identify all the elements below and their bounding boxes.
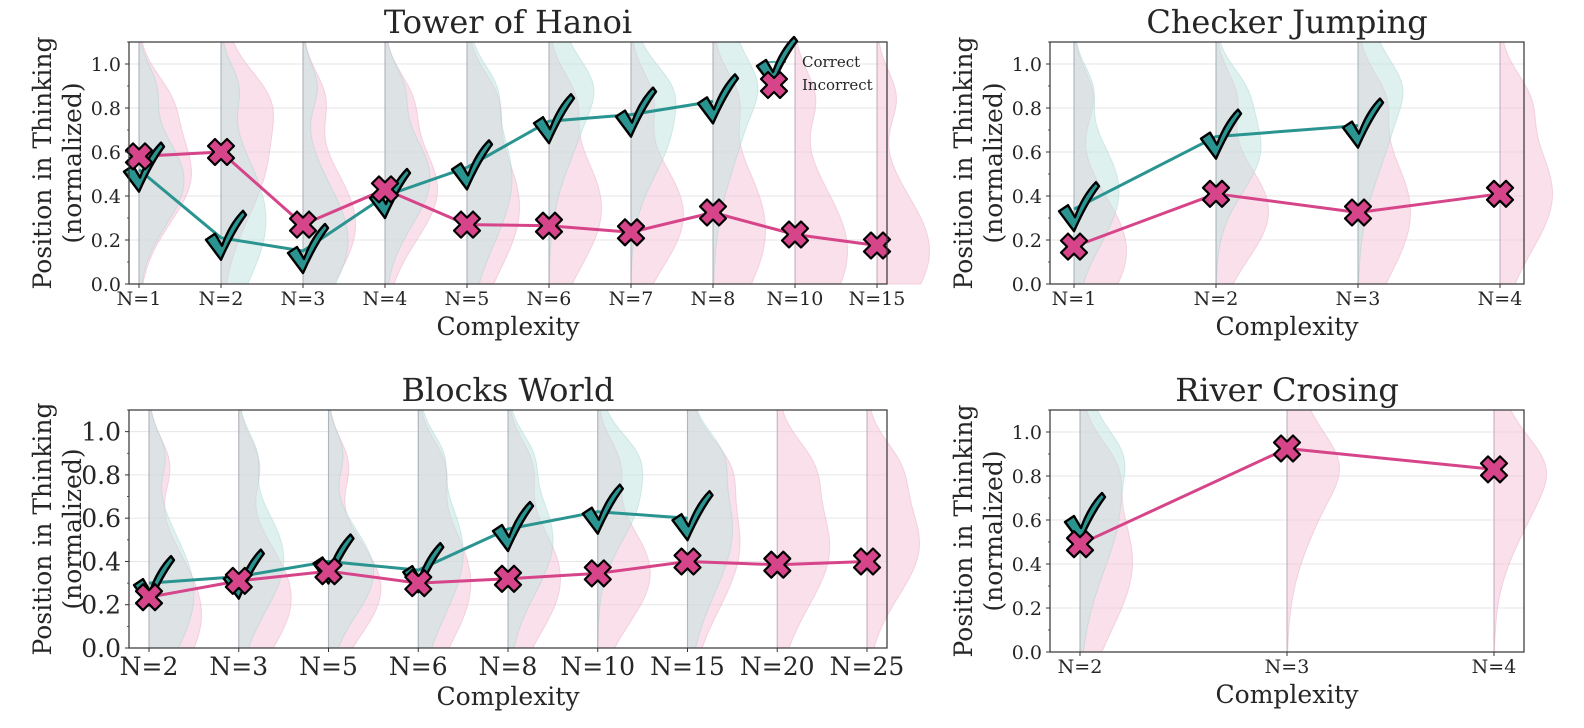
y-tick-label: 0.4 (81, 547, 121, 576)
x-tick-label: N=10 (560, 652, 635, 681)
violin-correct (507, 409, 554, 649)
series-line-incorrect (1073, 192, 1501, 249)
axes-frame (128, 41, 888, 285)
x-axis-label: Complexity (437, 682, 581, 711)
violin-correct (328, 409, 374, 649)
violin-correct (1073, 41, 1120, 285)
x-axis-label: Complexity (437, 312, 581, 341)
violin-correct (138, 41, 185, 285)
y-axis-label: Position in Thinking(normalized) (949, 405, 1008, 658)
x-tick-label: N=3 (281, 288, 326, 310)
y-tick-label: 0.4 (91, 186, 121, 208)
legend-correct-label: Correct (802, 53, 860, 71)
x-tick-label: N=3 (209, 652, 268, 681)
y-tick-label: 0.6 (91, 142, 121, 164)
y-tick-label: 1.0 (91, 54, 121, 76)
y-tick-label: 1.0 (1012, 422, 1042, 444)
chart-title: Blocks World (402, 371, 615, 409)
y-tick-label: 0.6 (1012, 510, 1042, 532)
y-tick-label: 0.6 (1012, 142, 1042, 164)
y-tick-label: 0.8 (1012, 466, 1042, 488)
y-tick-label: 0.2 (91, 230, 121, 252)
y-tick-label: 0.0 (81, 634, 121, 663)
y-tick-label: 0.0 (91, 274, 121, 296)
x-tick-label: N=4 (363, 288, 408, 310)
y-axis-label: Position in Thinking(normalized) (28, 37, 87, 290)
series-line-correct (1073, 124, 1359, 211)
x-tick-label: N=5 (445, 288, 490, 310)
x-tick-label: N=20 (740, 652, 815, 681)
x-axis-label: Complexity (1216, 680, 1360, 709)
x-tick-label: N=2 (199, 288, 244, 310)
violin-incorrect (866, 409, 921, 649)
violin-incorrect (1286, 409, 1341, 653)
y-tick-label: 0.8 (91, 98, 121, 120)
chart-panel-checker: 0.0 0.2 0.4 0.6 0.8 1.0 N=1 N=2 N=3 N=4 Checker Ju… (949, 3, 1553, 341)
chart-title: Tower of Hanoi (384, 3, 632, 41)
chart-title: Checker Jumping (1146, 3, 1427, 41)
violin-correct (302, 41, 349, 285)
violin-incorrect (876, 41, 930, 285)
y-tick-label: 0.2 (1012, 598, 1042, 620)
x-tick-label: N=1 (117, 288, 162, 310)
y-tick-label: 0.4 (1012, 554, 1042, 576)
chart-panel-blocks: 0.0 0.2 0.4 0.6 0.8 1.0 N=2 N=3 N=5 N=6 N=8 N=10 N=1… (28, 371, 921, 711)
x-tick-label: N=2 (1058, 656, 1103, 678)
x-tick-label: N=3 (1265, 656, 1310, 678)
violin-correct (384, 41, 431, 285)
legend: Correct Incorrect (755, 35, 873, 100)
violin-correct (1357, 41, 1404, 285)
y-tick-label: 0.2 (1012, 230, 1042, 252)
x-tick-label: N=7 (609, 288, 654, 310)
violin-incorrect (1499, 41, 1553, 285)
x-tick-label: N=15 (849, 288, 906, 310)
y-tick-label: 0.6 (81, 504, 121, 533)
x-tick-label: N=5 (299, 652, 358, 681)
chart-title: River Crosing (1175, 371, 1399, 409)
x-tick-label: N=15 (650, 652, 725, 681)
violin-correct (1215, 41, 1262, 285)
x-tick-label: N=6 (389, 652, 448, 681)
x-tick-label: N=4 (1472, 656, 1517, 678)
x-tick-label: N=4 (1478, 288, 1523, 310)
y-tick-label: 0.2 (81, 591, 121, 620)
axes-frame (1049, 41, 1525, 285)
x-tick-label: N=25 (830, 652, 905, 681)
y-tick-label: 0.4 (1012, 186, 1042, 208)
violin-incorrect (1493, 409, 1547, 653)
y-tick-label: 0.0 (1012, 642, 1042, 664)
x-tick-label: N=8 (479, 652, 538, 681)
chart-panel-hanoi: 0.0 0.2 0.4 0.6 0.8 1.0 N=1 N=2 N=3 N=4 N=5 N=6 N=7 N… (28, 3, 930, 341)
y-tick-label: 0.8 (1012, 98, 1042, 120)
x-tick-label: N=2 (120, 652, 179, 681)
x-tick-label: N=6 (527, 288, 572, 310)
x-tick-label: N=10 (767, 288, 824, 310)
y-tick-label: 1.0 (1012, 54, 1042, 76)
violin-incorrect (776, 409, 831, 649)
y-tick-label: 0.8 (81, 461, 121, 490)
y-axis-label: Position in Thinking(normalized) (949, 37, 1008, 290)
violin-correct (1079, 409, 1126, 653)
series-line-incorrect (138, 150, 878, 247)
violin-correct (548, 41, 595, 285)
chart-panel-river: 0.0 0.2 0.4 0.6 0.8 1.0 N=2 N=3 N=4 River Crosing… (949, 371, 1547, 709)
x-tick-label: N=2 (1194, 288, 1239, 310)
violin-correct (597, 409, 644, 649)
x-tick-label: N=8 (691, 288, 736, 310)
y-tick-label: 1.0 (81, 418, 121, 447)
x-tick-label: N=3 (1336, 288, 1381, 310)
violin-correct (687, 409, 733, 649)
x-tick-label: N=1 (1052, 288, 1097, 310)
x-axis-label: Complexity (1216, 312, 1360, 341)
violin-correct (148, 409, 195, 649)
violin-incorrect (794, 41, 848, 285)
y-axis-label: Position in Thinking(normalized) (28, 403, 87, 656)
legend-incorrect-label: Incorrect (802, 76, 873, 94)
y-tick-label: 0.0 (1012, 274, 1042, 296)
